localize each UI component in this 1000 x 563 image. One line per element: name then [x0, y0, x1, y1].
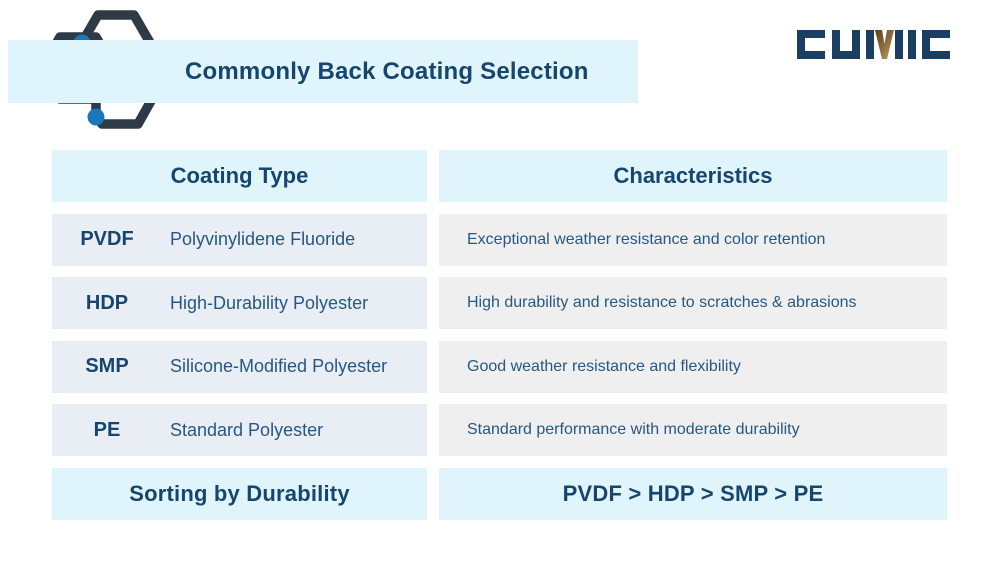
characteristic-text: Exceptional weather resistance and color… [467, 230, 826, 248]
table-row-smp-characteristic: Good weather resistance and flexibility [439, 340, 947, 393]
coating-abbr: SMP [85, 355, 129, 377]
coating-abbr: PVDF [80, 228, 134, 250]
coating-full-name: Polyvinylidene Fluoride [170, 229, 356, 249]
sorting-value: PVDF > HDP > SMP > PE [562, 480, 824, 506]
characteristics-header-cell: Characteristics [439, 150, 947, 202]
table-row-hdp-characteristic: High durability and resistance to scratc… [439, 277, 947, 329]
coating-table: Coating Type Characteristics PVDF Polyvi… [52, 150, 947, 520]
table-row-pe-type: PE Standard Polyester [52, 404, 427, 456]
coating-type-header-cell: Coating Type [52, 150, 427, 202]
sorting-value-cell: PVDF > HDP > SMP > PE [439, 467, 947, 520]
coating-full-name: High-Durability Polyester [170, 292, 369, 313]
coating-full-name: Silicone-Modified Polyester [170, 356, 388, 376]
table-row-pvdf-type: PVDF Polyvinylidene Fluoride [52, 213, 427, 266]
table-row-pe-characteristic: Standard performance with moderate durab… [439, 404, 947, 456]
coating-type-header-label: Coating Type [170, 163, 309, 188]
coating-abbr: HDP [85, 291, 129, 314]
characteristic-text: Good weather resistance and flexibility [467, 357, 741, 375]
sorting-label: Sorting by Durability [129, 480, 350, 506]
table-row-smp-type: SMP Silicone-Modified Polyester [52, 340, 427, 393]
title-banner: Commonly Back Coating Selection [8, 40, 638, 103]
page-title: Commonly Back Coating Selection [185, 57, 589, 85]
coating-full-name: Standard Polyester [170, 419, 324, 440]
cumic-brand-logo: CUMIC [797, 30, 950, 59]
sorting-label-cell: Sorting by Durability [52, 467, 427, 520]
table-row-pvdf-characteristic: Exceptional weather resistance and color… [439, 213, 947, 266]
characteristic-text: High durability and resistance to scratc… [467, 294, 857, 311]
characteristics-header-label: Characteristics [613, 163, 773, 188]
table-row-hdp-type: HDP High-Durability Polyester [52, 277, 427, 329]
characteristic-text: Standard performance with moderate durab… [467, 421, 800, 438]
coating-abbr: PE [93, 418, 121, 441]
